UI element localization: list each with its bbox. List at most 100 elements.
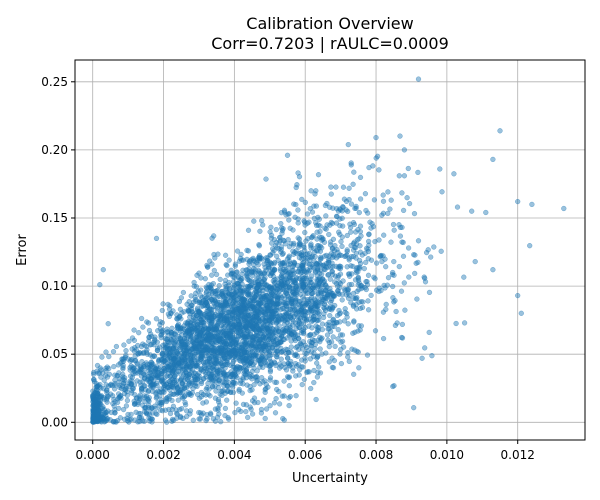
y-tick-label: 0.15 <box>41 211 68 225</box>
scatter-point <box>281 393 287 399</box>
scatter-point <box>327 306 333 312</box>
scatter-point <box>205 314 211 321</box>
scatter-point <box>139 388 145 394</box>
scatter-point <box>244 270 250 276</box>
scatter-point <box>273 226 279 233</box>
scatter-point <box>490 267 496 273</box>
scatter-point <box>204 337 211 344</box>
scatter-point <box>385 210 391 217</box>
scatter-point <box>245 317 251 323</box>
scatter-point <box>131 365 137 372</box>
scatter-point <box>327 222 333 228</box>
scatter-point <box>321 311 327 317</box>
scatter-point <box>346 358 352 365</box>
scatter-point <box>314 374 321 380</box>
scatter-point <box>302 342 308 348</box>
scatter-point <box>303 275 310 282</box>
scatter-point <box>401 147 408 153</box>
scatter-point <box>429 353 435 359</box>
scatter-point <box>235 350 241 357</box>
scatter-point <box>333 184 339 190</box>
scatter-point <box>286 383 292 389</box>
scatter-point <box>411 405 417 411</box>
scatter-point <box>411 210 418 217</box>
scatter-point <box>345 286 352 292</box>
scatter-point <box>247 404 253 410</box>
scatter-point <box>345 321 351 327</box>
x-axis-label: Uncertainty <box>292 471 368 486</box>
scatter-point <box>173 338 179 344</box>
scatter-point <box>312 346 318 352</box>
scatter-point <box>293 201 299 208</box>
scatter-point <box>328 339 335 345</box>
scatter-point <box>323 213 329 219</box>
scatter-point <box>268 224 274 230</box>
scatter-point <box>124 397 131 404</box>
scatter-point <box>177 371 184 377</box>
scatter-point <box>209 272 215 278</box>
scatter-point <box>339 243 345 250</box>
scatter-point <box>490 156 496 163</box>
scatter-point <box>160 327 166 333</box>
scatter-point <box>317 243 324 249</box>
scatter-point <box>284 271 291 277</box>
scatter-point <box>97 282 103 288</box>
scatter-point <box>515 292 521 299</box>
scatter-point <box>213 360 219 367</box>
scatter-point <box>272 410 279 416</box>
scatter-point <box>220 352 227 358</box>
scatter-point <box>329 271 336 278</box>
scatter-point <box>244 247 250 254</box>
scatter-point <box>260 321 266 327</box>
scatter-point <box>164 326 170 332</box>
scatter-point <box>301 218 307 224</box>
scatter-point <box>186 380 192 386</box>
scatter-point <box>335 327 341 333</box>
x-tick-label: 0.004 <box>217 448 251 462</box>
scatter-point <box>352 244 358 251</box>
scatter-point <box>245 414 251 421</box>
scatter-point <box>92 401 98 407</box>
scatter-point <box>255 262 261 268</box>
scatter-point <box>239 271 245 277</box>
scatter-point <box>226 299 233 305</box>
scatter-point <box>371 197 378 203</box>
scatter-point <box>196 270 202 276</box>
scatter-point <box>234 315 240 321</box>
scatter-point <box>267 332 273 338</box>
scatter-point <box>257 228 263 234</box>
scatter-point <box>211 297 218 303</box>
scatter-point <box>177 306 184 312</box>
scatter-point <box>310 290 316 296</box>
scatter-point <box>223 262 229 268</box>
scatter-point <box>106 353 112 360</box>
scatter-point <box>234 289 240 295</box>
scatter-point <box>207 367 213 374</box>
scatter-point <box>438 248 444 254</box>
scatter-point <box>279 393 285 399</box>
scatter-point <box>180 289 187 296</box>
scatter-point <box>208 362 214 368</box>
scatter-point <box>380 335 387 342</box>
scatter-point <box>308 294 315 301</box>
scatter-point <box>291 201 297 207</box>
scatter-point <box>281 259 288 265</box>
scatter-point <box>325 272 331 278</box>
scatter-point <box>311 215 317 222</box>
x-tick-label: 0.012 <box>501 448 535 462</box>
scatter-point <box>126 419 132 425</box>
scatter-point <box>256 338 262 345</box>
scatter-point <box>132 353 138 359</box>
scatter-point <box>214 305 220 311</box>
scatter-point <box>330 316 337 322</box>
scatter-point <box>228 373 234 380</box>
scatter-point <box>163 350 169 356</box>
scatter-point <box>316 280 323 286</box>
scatter-point <box>483 209 489 216</box>
scatter-point <box>200 327 207 333</box>
scatter-point <box>364 352 371 358</box>
scatter-point <box>358 323 365 329</box>
scatter-point <box>327 312 333 319</box>
scatter-point <box>373 134 379 141</box>
scatter-point <box>365 272 372 278</box>
